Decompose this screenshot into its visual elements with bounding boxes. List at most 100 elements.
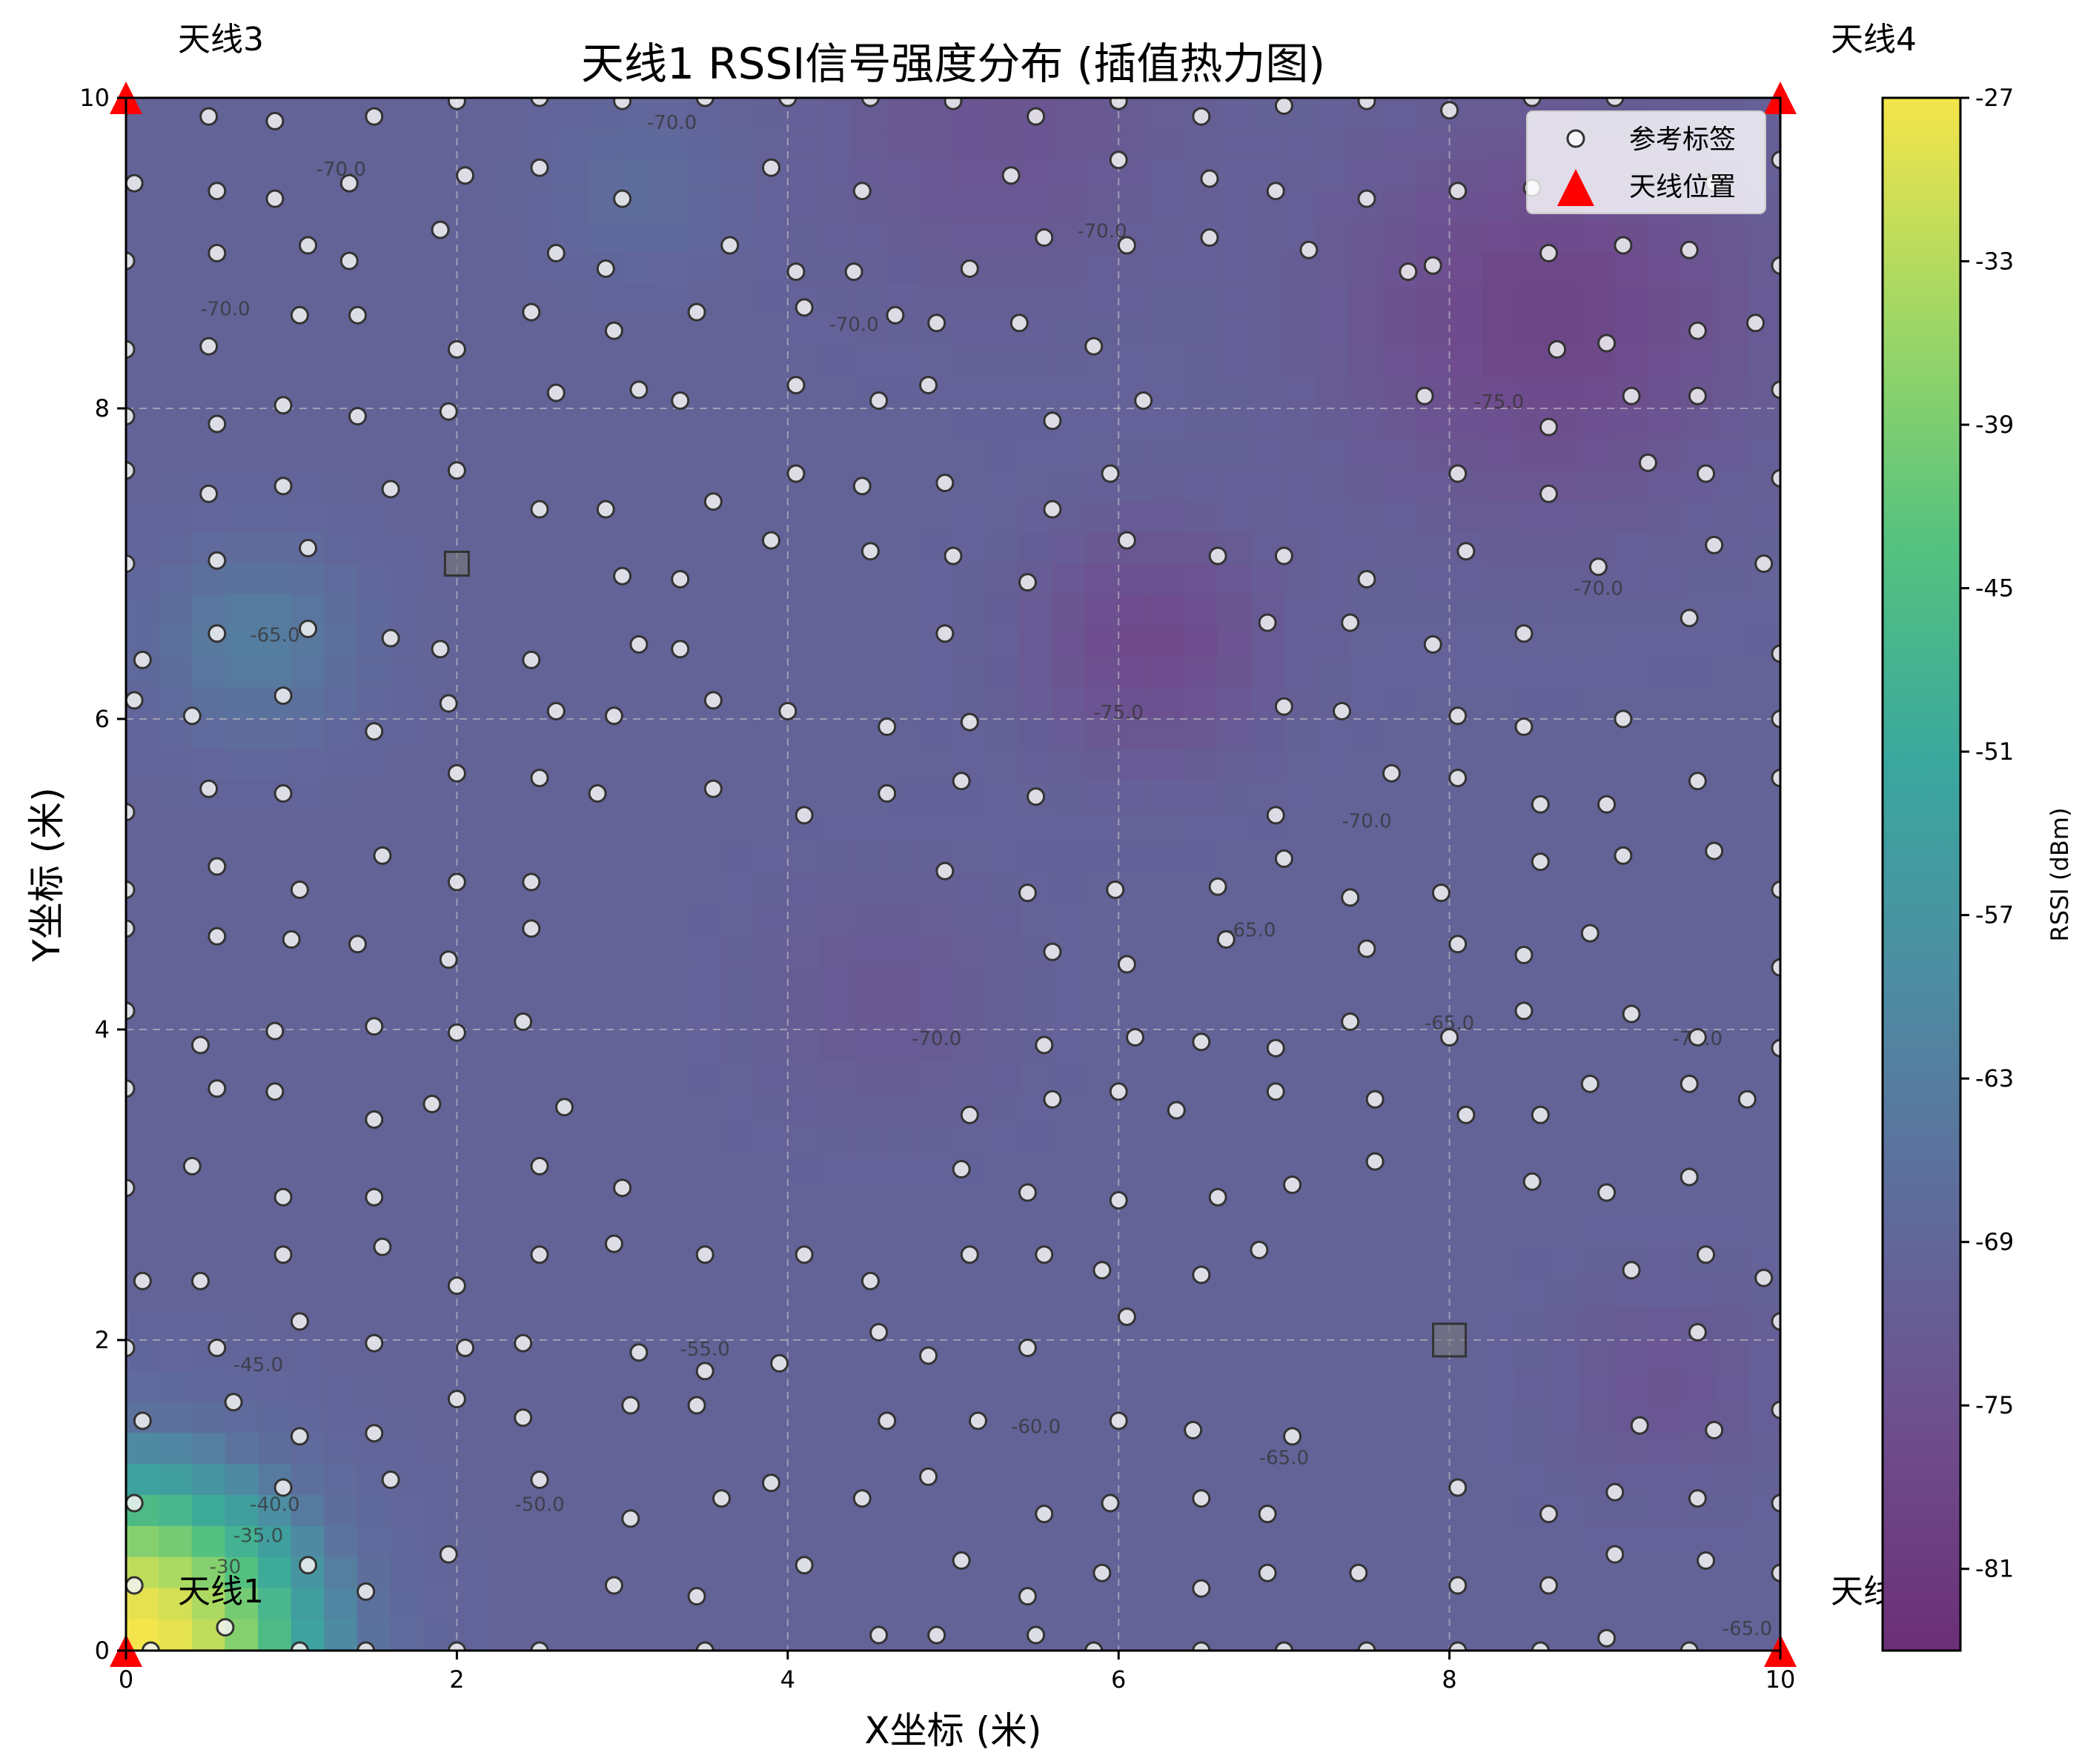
heatmap-cell bbox=[919, 222, 954, 254]
heatmap-cell bbox=[1151, 874, 1186, 906]
reference-tag bbox=[133, 650, 152, 669]
heatmap-cell bbox=[1416, 843, 1450, 875]
reference-tag bbox=[869, 1323, 889, 1342]
heatmap-cell bbox=[886, 1588, 921, 1620]
heatmap-cell bbox=[853, 935, 888, 968]
heatmap-cell bbox=[423, 1402, 458, 1434]
heatmap-cell bbox=[886, 1433, 921, 1465]
heatmap-cell bbox=[456, 128, 491, 161]
heatmap-cell bbox=[952, 345, 987, 378]
heatmap-cell bbox=[489, 904, 524, 937]
heatmap-cell bbox=[1746, 780, 1780, 813]
heatmap-cell bbox=[754, 1433, 789, 1465]
heatmap-cell bbox=[1018, 1402, 1053, 1434]
heatmap-cell bbox=[1316, 656, 1351, 689]
heatmap-cell bbox=[1118, 1153, 1153, 1186]
heatmap-cell bbox=[1714, 1588, 1748, 1620]
heatmap-cell bbox=[225, 1525, 259, 1558]
heatmap-cell bbox=[1581, 1215, 1616, 1247]
heatmap-cell bbox=[1680, 345, 1715, 378]
heatmap-cell bbox=[1085, 1308, 1119, 1341]
heatmap-cell bbox=[1581, 1029, 1616, 1061]
heatmap-cell bbox=[1151, 812, 1186, 844]
heatmap-cell bbox=[1184, 935, 1218, 968]
heatmap-cell bbox=[1350, 1402, 1385, 1434]
heatmap-cell bbox=[919, 1153, 954, 1186]
heatmap-cell bbox=[1350, 780, 1385, 813]
contour-label: -55.0 bbox=[680, 1339, 730, 1361]
heatmap-cell bbox=[1184, 190, 1218, 223]
heatmap-cell bbox=[654, 1308, 689, 1341]
heatmap-cell bbox=[919, 1091, 954, 1124]
heatmap-cell bbox=[622, 128, 656, 161]
heatmap-cell bbox=[456, 1091, 491, 1124]
heatmap-cell bbox=[258, 749, 292, 782]
reference-tag bbox=[1117, 955, 1136, 974]
reference-tag bbox=[365, 722, 384, 741]
heatmap-cell bbox=[622, 1060, 656, 1092]
heatmap-cell bbox=[1217, 1277, 1252, 1310]
contour-label: -30 bbox=[210, 1556, 241, 1578]
heatmap-cell bbox=[1018, 1308, 1053, 1341]
heatmap-cell bbox=[1482, 1339, 1516, 1372]
heatmap-cell bbox=[1085, 408, 1119, 440]
heatmap-cell bbox=[1052, 345, 1087, 378]
heatmap-cell bbox=[191, 812, 226, 844]
heatmap-cell bbox=[721, 1308, 755, 1341]
heatmap-cell bbox=[952, 625, 987, 657]
heatmap-cell bbox=[1382, 377, 1417, 409]
reference-tag bbox=[1688, 386, 1707, 405]
heatmap-cell bbox=[159, 1588, 193, 1620]
heatmap-cell bbox=[820, 190, 855, 223]
heatmap-cell bbox=[523, 439, 557, 471]
heatmap-cell bbox=[1018, 904, 1053, 937]
heatmap-cell bbox=[688, 1215, 723, 1247]
heatmap-cell bbox=[456, 283, 491, 316]
heatmap-cell bbox=[1250, 874, 1285, 906]
heatmap-cell bbox=[1714, 625, 1748, 657]
heatmap-cell bbox=[555, 1060, 590, 1092]
heatmap-cell bbox=[820, 563, 855, 596]
heatmap-cell bbox=[225, 1184, 259, 1217]
heatmap-cell bbox=[1350, 1060, 1385, 1092]
reference-tag bbox=[1539, 484, 1559, 503]
heatmap-cell bbox=[1382, 501, 1417, 534]
heatmap-cell bbox=[1416, 935, 1450, 968]
heatmap-cell bbox=[225, 345, 259, 378]
heatmap-cell bbox=[1283, 1091, 1318, 1124]
heatmap-cell bbox=[555, 1215, 590, 1247]
heatmap-cell bbox=[986, 718, 1020, 751]
heatmap-cell bbox=[1316, 314, 1351, 347]
heatmap-cell bbox=[1217, 718, 1252, 751]
heatmap-cell bbox=[191, 1588, 226, 1620]
heatmap-cell bbox=[1316, 780, 1351, 813]
heatmap-cell bbox=[787, 1277, 822, 1310]
heatmap-cell bbox=[588, 222, 623, 254]
heatmap-cell bbox=[654, 1246, 689, 1279]
heatmap-cell bbox=[390, 1277, 425, 1310]
heatmap-cell bbox=[1151, 439, 1186, 471]
heatmap-cell bbox=[1746, 1060, 1780, 1092]
reference-tag bbox=[878, 717, 897, 736]
reference-tag bbox=[1448, 935, 1468, 954]
heatmap-cell bbox=[1085, 1277, 1119, 1310]
heatmap-cell bbox=[1548, 594, 1582, 626]
heatmap-cell bbox=[986, 780, 1020, 813]
heatmap-cell bbox=[555, 283, 590, 316]
heatmap-cell bbox=[225, 253, 259, 285]
heatmap-cell bbox=[1714, 904, 1748, 937]
heatmap-cell bbox=[324, 1277, 359, 1310]
heatmap-cell bbox=[423, 1184, 458, 1217]
heatmap-cell bbox=[159, 904, 193, 937]
heatmap-cell bbox=[886, 1525, 921, 1558]
heatmap-cell bbox=[1283, 812, 1318, 844]
heatmap-cell bbox=[1316, 935, 1351, 968]
y-tick-label: 8 bbox=[95, 394, 110, 422]
reference-tag bbox=[126, 406, 136, 425]
heatmap-cell bbox=[357, 594, 391, 626]
heatmap-cell bbox=[258, 439, 292, 471]
heatmap-cell bbox=[886, 345, 921, 378]
heatmap-cell bbox=[159, 998, 193, 1030]
heatmap-cell bbox=[919, 501, 954, 534]
heatmap-cell bbox=[1382, 687, 1417, 720]
